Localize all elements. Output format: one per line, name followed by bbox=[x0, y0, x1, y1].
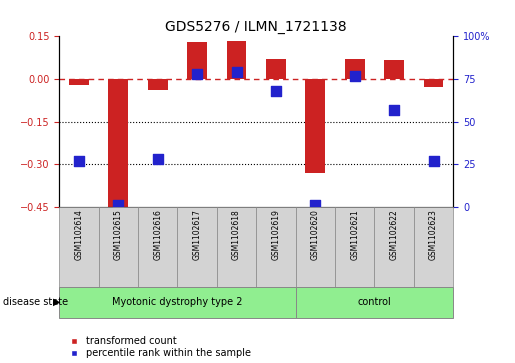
Point bbox=[232, 69, 241, 75]
Point bbox=[114, 202, 123, 208]
Bar bbox=[217, 207, 256, 287]
Text: ▶: ▶ bbox=[53, 297, 61, 307]
Bar bbox=[305, 79, 325, 173]
Point bbox=[75, 158, 83, 164]
Text: GSM1102615: GSM1102615 bbox=[114, 209, 123, 260]
Bar bbox=[384, 61, 404, 79]
Text: GSM1102622: GSM1102622 bbox=[390, 209, 399, 260]
Point bbox=[193, 71, 201, 77]
Bar bbox=[59, 287, 296, 318]
Text: GSM1102614: GSM1102614 bbox=[75, 209, 83, 260]
Text: GSM1102621: GSM1102621 bbox=[350, 209, 359, 260]
Bar bbox=[109, 79, 128, 213]
Text: GSM1102623: GSM1102623 bbox=[429, 209, 438, 260]
Bar bbox=[335, 207, 374, 287]
Text: GSM1102617: GSM1102617 bbox=[193, 209, 201, 260]
Bar bbox=[256, 207, 296, 287]
Bar bbox=[296, 287, 453, 318]
Text: control: control bbox=[357, 297, 391, 307]
Point bbox=[311, 202, 319, 208]
Title: GDS5276 / ILMN_1721138: GDS5276 / ILMN_1721138 bbox=[165, 20, 347, 34]
Bar bbox=[148, 79, 167, 90]
Text: Myotonic dystrophy type 2: Myotonic dystrophy type 2 bbox=[112, 297, 243, 307]
Bar bbox=[99, 207, 138, 287]
Bar bbox=[424, 79, 443, 87]
Bar bbox=[345, 59, 365, 79]
Point bbox=[390, 107, 398, 113]
Text: disease state: disease state bbox=[3, 297, 67, 307]
Bar bbox=[187, 42, 207, 79]
Bar bbox=[177, 207, 217, 287]
Bar bbox=[266, 59, 286, 79]
Bar bbox=[414, 207, 453, 287]
Text: GSM1102616: GSM1102616 bbox=[153, 209, 162, 260]
Text: GSM1102618: GSM1102618 bbox=[232, 209, 241, 260]
Text: GSM1102619: GSM1102619 bbox=[271, 209, 280, 260]
Legend: transformed count, percentile rank within the sample: transformed count, percentile rank withi… bbox=[64, 336, 251, 358]
Point bbox=[153, 156, 162, 162]
Point bbox=[351, 73, 359, 78]
Bar bbox=[59, 207, 99, 287]
Bar bbox=[227, 41, 246, 79]
Point bbox=[430, 158, 438, 164]
Bar bbox=[374, 207, 414, 287]
Bar bbox=[138, 207, 177, 287]
Bar bbox=[296, 207, 335, 287]
Bar bbox=[69, 79, 89, 85]
Point bbox=[272, 88, 280, 94]
Text: GSM1102620: GSM1102620 bbox=[311, 209, 320, 260]
